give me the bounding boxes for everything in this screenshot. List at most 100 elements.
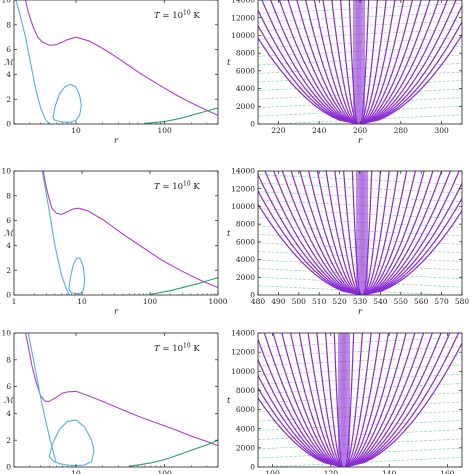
series-green [149, 277, 218, 295]
isochrone [258, 199, 462, 211]
x-tick-label: 510 [312, 297, 327, 306]
isochrone [258, 174, 462, 185]
y-axis-label: t [227, 58, 231, 68]
trajectory [258, 24, 358, 124]
x-tick-label: 10 [77, 297, 87, 306]
x-tick-label: 300 [434, 126, 449, 135]
series-blue [15, 0, 50, 124]
isochrone [258, 401, 462, 413]
series-green [144, 107, 218, 124]
isochrone [258, 54, 462, 66]
isochrone [258, 63, 462, 74]
trajectory [281, 333, 344, 467]
y-tick-label: 2000 [236, 102, 255, 111]
series-magenta [24, 333, 218, 447]
trajectory [344, 333, 416, 467]
trajectory [299, 171, 362, 295]
y-tick-label: 10000 [231, 31, 255, 40]
y-tick-label: 2 [6, 266, 11, 275]
isochrone [258, 28, 462, 40]
y-tick-label: 2 [6, 436, 11, 445]
panel-top-left: 0 2 4 6 8 10 10 100 r ℳ T = 1010 K [1, 0, 219, 146]
plot-area [24, 333, 218, 467]
x-tick-label: 10 [71, 469, 81, 474]
trajectory [345, 333, 451, 467]
isochrone [258, 208, 462, 220]
y-tick-label: 10 [1, 329, 11, 338]
y-tick-label: 12000 [231, 348, 255, 357]
y-tick-label: 6000 [236, 66, 255, 75]
temperature-annotation: T = 1010 K [154, 10, 200, 22]
x-tick-label: 120 [324, 469, 339, 474]
isochrone [258, 373, 462, 385]
plot-frame [13, 332, 219, 468]
y-tick-label: 14000 [231, 0, 255, 5]
isochrone [258, 438, 462, 450]
y-tick-label: 2 [6, 95, 11, 104]
y-tick-label: 0 [6, 291, 11, 300]
y-tick-label: 8 [6, 20, 11, 29]
isochrone [258, 251, 462, 262]
trajectory [305, 0, 359, 124]
x-tick-label: 490 [271, 297, 286, 306]
plot-area [15, 0, 218, 124]
x-tick-label: 560 [414, 297, 429, 306]
trajectory [359, 0, 431, 124]
y-tick-label: 6 [6, 382, 11, 391]
x-tick-label: 1000 [208, 297, 227, 306]
trajectory [362, 171, 408, 295]
trajectory [316, 333, 344, 467]
x-tick-label: 570 [434, 297, 449, 306]
x-tick-label: 550 [394, 297, 409, 306]
x-tick-label: 580 [455, 297, 470, 306]
y-tick-label: 14000 [231, 167, 255, 176]
x-axis-label: r [114, 307, 119, 317]
trajectory [359, 0, 440, 124]
panel-bottom-right: 0 2000 4000 6000 8000 10000 12000 14000 100 120 14… [227, 329, 463, 474]
plot-frame [13, 170, 219, 296]
trajectory [360, 4, 462, 124]
trajectory [313, 0, 359, 124]
y-tick-label: 0 [250, 463, 255, 472]
trajectory [344, 333, 372, 467]
trajectory [272, 333, 344, 467]
x-tick-label: 160 [440, 469, 455, 474]
x-tick-label: 240 [312, 126, 327, 135]
trajectory [258, 374, 343, 467]
y-tick-label: 8000 [236, 49, 255, 58]
plot-frame [257, 332, 463, 468]
plot-frame [13, 0, 219, 125]
trajectory [343, 171, 362, 295]
trajectory [316, 171, 362, 295]
trajectory [331, 0, 359, 124]
isochrone [258, 420, 462, 431]
y-axis-label: ℳ [4, 58, 15, 68]
temperature-annotation: T = 1010 K [154, 343, 200, 355]
trajectory [360, 0, 457, 124]
y-tick-label: 10 [1, 0, 11, 5]
y-tick-label: 8 [6, 191, 11, 200]
panel-bottom-left: 0 2 4 6 8 10 10 100 ℳ T = 1010 K [1, 329, 219, 474]
trajectory [363, 197, 462, 295]
trajectory [287, 0, 358, 124]
y-tick-label: 4000 [236, 255, 255, 264]
x-tick-label: 260 [353, 126, 368, 135]
trajectory [359, 0, 378, 124]
isochrone [258, 71, 462, 83]
trajectory [363, 171, 443, 295]
plot-area [258, 0, 462, 124]
series-loop [48, 419, 95, 467]
y-axis-label: ℳ [4, 396, 15, 406]
x-axis-label: r [114, 136, 119, 146]
isochrone [258, 216, 462, 228]
trajectory [344, 333, 442, 467]
trajectory [270, 0, 358, 124]
x-tick-label: 500 [292, 297, 307, 306]
isochrone [258, 191, 462, 203]
trajectory [359, 0, 413, 124]
trajectory [359, 0, 422, 124]
isochrone [258, 285, 455, 295]
isochrone [258, 447, 462, 459]
y-tick-label: 10 [1, 167, 11, 176]
trajectory [307, 333, 344, 467]
